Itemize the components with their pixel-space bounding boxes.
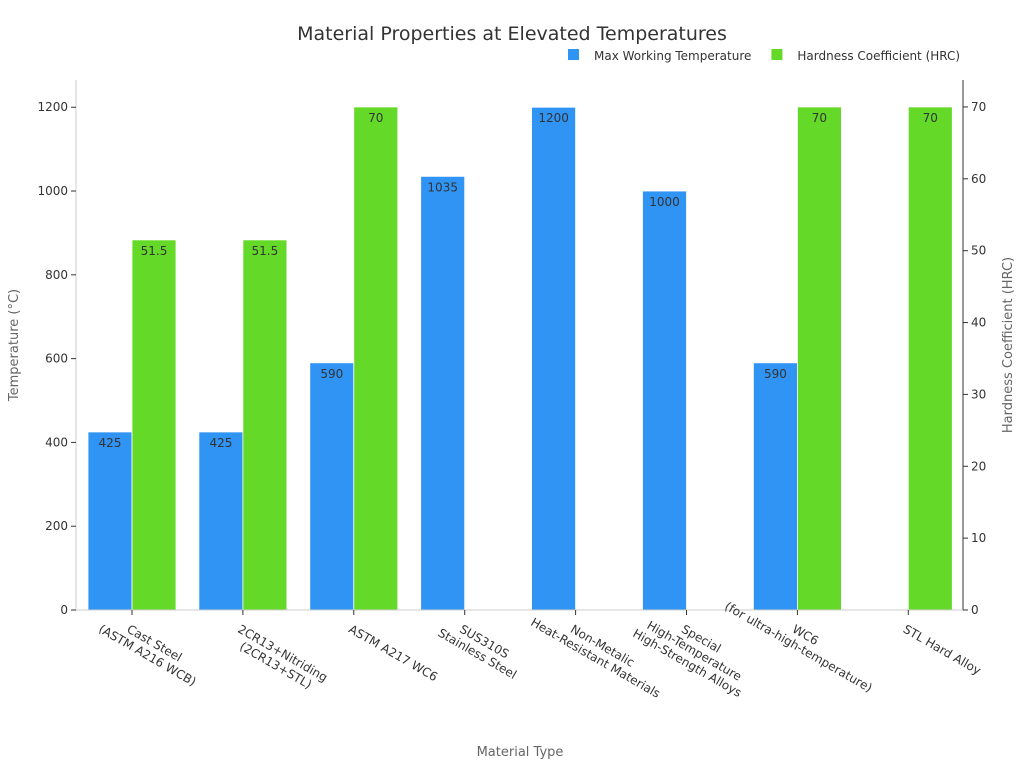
y2-tick-label: 30	[971, 387, 986, 401]
y2-tick-label: 0	[971, 603, 979, 617]
x-axis-label: Material Type	[477, 745, 564, 760]
bar-hardness	[131, 239, 177, 611]
y-tick-label: 0	[60, 603, 68, 617]
data-label: 70	[368, 111, 383, 125]
y-axis-label: Temperature (°C)	[7, 289, 22, 402]
legend-swatch-0	[568, 49, 579, 60]
y-tick-label: 200	[45, 519, 68, 533]
legend-swatch-1	[771, 49, 783, 60]
data-label: 1000	[649, 195, 680, 209]
x-tick-label: STL Hard Alloy	[901, 622, 984, 678]
x-tick-label: 2CR13+Nitriding(2CR13+STL)	[235, 622, 330, 692]
bar-hardness	[907, 106, 953, 611]
x-tick-label-line: ASTM A217 WC6	[346, 622, 440, 684]
data-label: 425	[209, 436, 232, 450]
bar-temperature	[420, 175, 466, 611]
bar-hardness	[242, 239, 288, 611]
bar-temperature	[198, 431, 244, 611]
bar-hardness	[353, 106, 399, 611]
data-label: 51.5	[141, 244, 168, 258]
data-label: 590	[764, 367, 787, 381]
y-tick-label: 800	[45, 268, 68, 282]
y-tick-label: 1200	[37, 100, 68, 114]
data-label: 51.5	[252, 244, 279, 258]
y-tick-label: 1000	[37, 184, 68, 198]
y2-axis-label: Hardness Coefficient (HRC)	[1001, 257, 1016, 433]
x-tick-label: Cast Steel(ASTM A216 WCB)	[96, 622, 198, 689]
x-tick-label-line: STL Hard Alloy	[901, 622, 984, 678]
x-tick-label: ASTM A217 WC6	[346, 622, 440, 684]
chart-title: Material Properties at Elevated Temperat…	[297, 23, 727, 45]
bar-temperature	[753, 362, 798, 611]
data-label: 590	[320, 367, 343, 381]
y2-tick-label: 20	[971, 459, 986, 473]
y2-tick-label: 60	[971, 172, 986, 186]
legend-label: Hardness Coefficient (HRC)	[797, 49, 960, 63]
x-tick-label-line: Heat-Resistant Materials	[528, 615, 662, 701]
bar-hardness	[797, 106, 842, 611]
legend: Max Working Temperature Hardness Coeffici…	[568, 49, 960, 63]
data-label: 425	[99, 436, 122, 450]
y2-tick-label: 70	[971, 100, 986, 114]
y-tick-label: 600	[45, 352, 68, 366]
data-label: 1035	[427, 180, 458, 194]
y2-tick-label: 10	[971, 531, 986, 545]
y-tick-label: 400	[45, 435, 68, 449]
data-label: 70	[923, 111, 938, 125]
bar-temperature	[309, 362, 355, 611]
bar-temperature	[642, 190, 687, 611]
x-tick-label-line: (for ultra-high-temperature)	[722, 599, 874, 695]
data-label: 1200	[538, 111, 569, 125]
legend-label: Max Working Temperature	[594, 49, 751, 63]
y2-tick-label: 50	[971, 244, 986, 258]
data-label: 70	[812, 111, 827, 125]
bar-temperature	[87, 431, 133, 611]
bar-temperature	[531, 106, 576, 611]
y2-tick-label: 40	[971, 316, 986, 330]
